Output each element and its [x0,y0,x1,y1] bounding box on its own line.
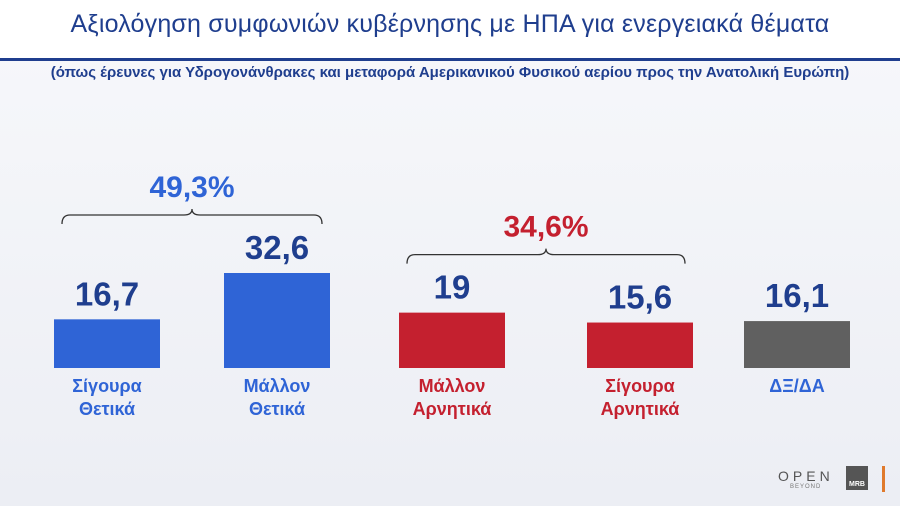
mrb-logo: MRB [846,466,868,490]
value-label-1: 32,6 [245,229,309,266]
group-bracket-1 [406,248,686,264]
category-label-3-0: Σίγουρα [605,376,675,396]
logo-divider [882,466,885,492]
category-label-2-0: Μάλλον [419,376,486,396]
value-label-2: 19 [434,269,471,306]
bar-0 [54,319,160,368]
category-label-1-1: Θετικά [249,399,305,419]
value-label-3: 15,6 [608,279,672,316]
value-label-0: 16,7 [75,275,139,312]
chart-subtitle: (όπως έρευνες για Υδρογονάνθρακες και με… [50,64,850,81]
group-bracket-0 [61,208,323,225]
category-label-0-0: Σίγουρα [72,376,142,396]
category-label-0-1: Θετικά [79,399,135,419]
category-label-2-1: Αρνητικά [413,399,492,419]
group-label-1: 34,6% [503,211,588,244]
category-label-4-0: ΔΞ/ΔΑ [769,376,824,396]
open-logo: OPEN [778,468,834,484]
category-label-3-1: Αρνητικά [601,399,680,419]
bar-3 [587,322,693,368]
category-label-1-0: Μάλλον [244,376,311,396]
chart-title: Αξιολόγηση συμφωνιών κυβέρνησης με ΗΠΑ γ… [70,10,830,38]
bar-1 [224,273,330,368]
value-label-4: 16,1 [765,277,829,314]
bar-4 [744,321,850,368]
bar-2 [399,312,505,368]
group-label-0: 49,3% [149,171,234,204]
title-band [0,0,900,61]
open-logo-tagline: BEYOND [790,484,822,490]
